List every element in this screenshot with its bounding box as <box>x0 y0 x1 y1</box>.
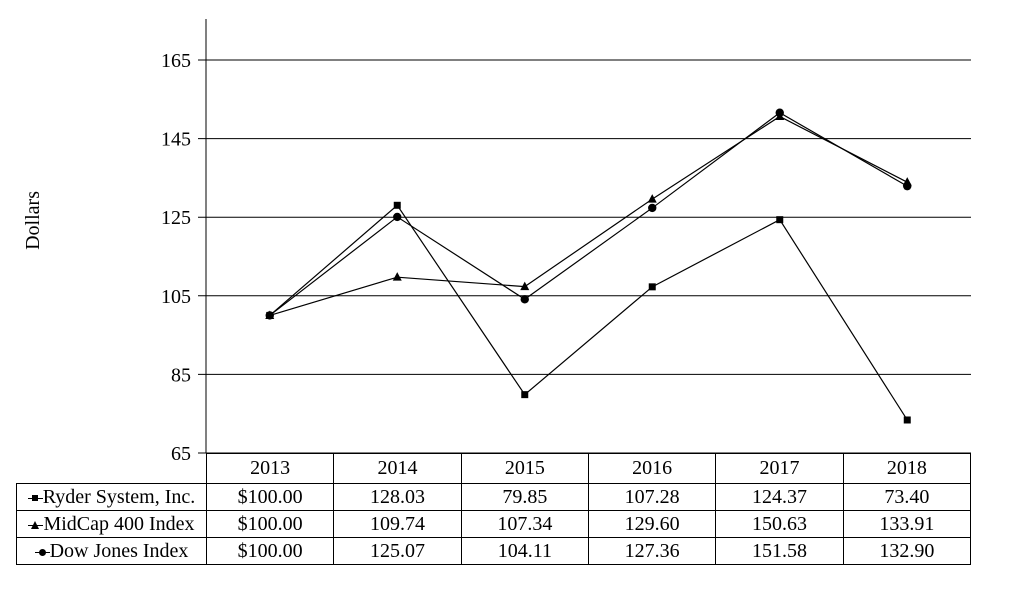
legend-square-marker-icon <box>27 492 43 504</box>
square-marker-icon <box>903 416 911 424</box>
table-header: 2013 2014 2015 2016 2017 2018 <box>17 453 972 484</box>
circle-marker-icon <box>648 203 657 213</box>
value-cell: 109.74 <box>333 510 462 538</box>
legend-circle-marker-icon <box>34 546 50 558</box>
circle-marker-icon <box>520 295 529 304</box>
table-row: Ryder System, Inc. $100.00 128.03 79.85 107.… <box>16 483 972 511</box>
series-label-cell: MidCap 400 Index <box>16 510 207 538</box>
year-header: 2013 <box>205 453 335 484</box>
table-row: Dow Jones Index $100.00 125.07 104.11 127.36… <box>16 537 972 565</box>
circle-marker-icon <box>265 311 274 320</box>
performance-data-table: 2013 2014 2015 2016 2017 2018 Ryder System, I… <box>16 453 972 565</box>
square-marker-icon <box>521 391 529 399</box>
value-cell: $100.00 <box>205 537 335 565</box>
y-tick-label: 165 <box>161 50 191 72</box>
value-cell: 73.40 <box>842 483 972 511</box>
y-tick-label: 85 <box>171 364 191 386</box>
circle-marker-icon <box>775 108 784 117</box>
y-tick-label: 145 <box>161 129 191 151</box>
y-tick-label: 105 <box>161 286 191 308</box>
value-cell: 127.36 <box>587 537 717 565</box>
value-cell: 124.37 <box>715 483 844 511</box>
year-header: 2015 <box>460 453 589 484</box>
value-cell: 133.91 <box>842 510 972 538</box>
square-marker-icon <box>31 494 38 501</box>
triangle-marker-icon <box>392 272 402 281</box>
value-cell: 107.34 <box>460 510 589 538</box>
square-marker-icon <box>776 216 784 224</box>
series-line-square <box>269 204 908 421</box>
series-label: Dow Jones Index <box>49 539 189 562</box>
value-cell: 104.11 <box>460 537 589 565</box>
series-line-circle <box>269 112 908 316</box>
legend-triangle-marker-icon <box>28 519 44 531</box>
series-label-cell: Ryder System, Inc. <box>16 483 207 511</box>
value-cell: $100.00 <box>205 483 335 511</box>
y-tick-label: 125 <box>161 207 191 229</box>
triangle-marker-icon <box>31 520 40 529</box>
table-corner-cell <box>17 454 207 484</box>
year-header: 2016 <box>587 453 717 484</box>
table-row: MidCap 400 Index $100.00 109.74 107.34 129.6… <box>16 510 972 538</box>
value-cell: 107.28 <box>587 483 717 511</box>
y-tick-label: 65 <box>171 443 191 465</box>
series-label-cell: Dow Jones Index <box>16 537 207 565</box>
value-cell: 132.90 <box>842 537 972 565</box>
circle-marker-icon <box>903 181 912 191</box>
series-label: MidCap 400 Index <box>43 512 195 535</box>
square-marker-icon <box>648 283 656 291</box>
value-cell: 128.03 <box>333 483 462 511</box>
year-header: 2017 <box>715 453 844 484</box>
year-header: 2018 <box>842 453 972 484</box>
triangle-marker-icon <box>520 281 530 291</box>
series-label: Ryder System, Inc. <box>42 485 196 508</box>
y-axis-title: Dollars <box>22 191 44 250</box>
triangle-marker-icon <box>647 194 657 203</box>
year-header: 2014 <box>333 453 462 484</box>
series-line-triangle <box>269 115 908 317</box>
value-cell: 150.63 <box>715 510 844 538</box>
circle-marker-icon <box>38 548 46 556</box>
value-cell: 129.60 <box>587 510 717 538</box>
square-marker-icon <box>393 201 401 209</box>
value-cell: $100.00 <box>205 510 335 538</box>
circle-marker-icon <box>393 212 402 222</box>
table-body: Ryder System, Inc. $100.00 128.03 79.85 107.… <box>16 483 972 565</box>
value-cell: 151.58 <box>715 537 844 565</box>
value-cell: 125.07 <box>333 537 462 565</box>
value-cell: 79.85 <box>460 483 589 511</box>
year-header-row: 2013 2014 2015 2016 2017 2018 <box>17 453 972 484</box>
